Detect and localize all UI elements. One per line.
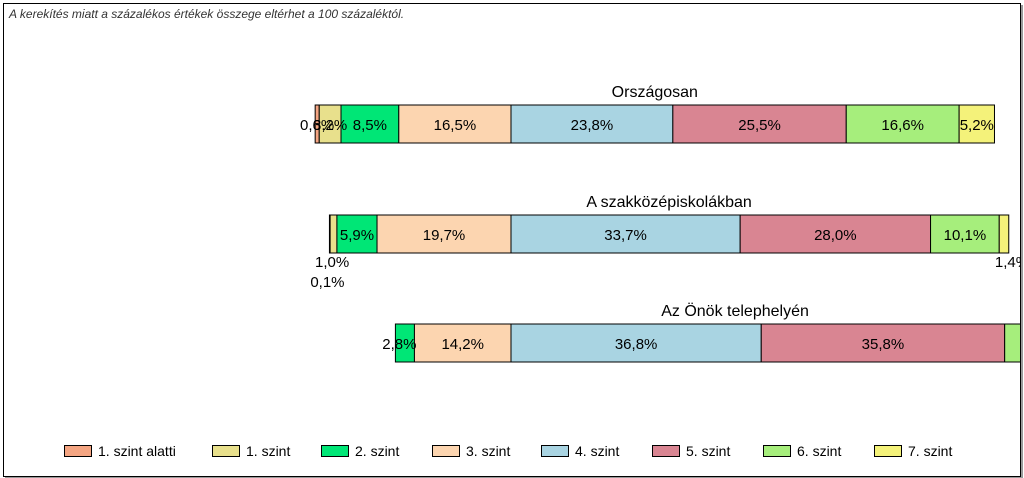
data-label: 1,0%	[315, 254, 349, 271]
bar-segment	[340, 104, 400, 144]
legend-label: 1. szint	[246, 443, 291, 459]
group-title: Országosan	[612, 84, 698, 101]
data-label: 19,7%	[423, 227, 466, 244]
legend-swatch	[541, 445, 569, 457]
legend-label: 2. szint	[355, 443, 400, 459]
data-label: 36,8%	[615, 336, 658, 353]
bar-segment	[930, 214, 1000, 254]
bar-segment	[845, 104, 960, 144]
legend-label: 4. szint	[575, 443, 620, 459]
bar-segment	[739, 214, 932, 254]
legend-item: 3. szint	[432, 441, 510, 461]
group-title: Az Önök telephelyén	[661, 302, 809, 320]
bar-segment	[510, 214, 741, 254]
bar-segment	[329, 214, 338, 254]
data-label: 14,2%	[441, 336, 484, 353]
data-label: 5,9%	[340, 227, 374, 244]
bar-segment	[413, 323, 512, 363]
data-label: 16,5%	[434, 117, 477, 134]
stacked-bar-chart: Országosan 0,6%3,2% 8,5% 16,5% 23,8% 25,5% 16,…	[300, 84, 1020, 363]
bar-segment	[376, 214, 512, 254]
bar-segment	[510, 104, 674, 144]
data-label: 25,5%	[738, 117, 781, 134]
legend-label: 7. szint	[908, 443, 953, 459]
legend-label: 3. szint	[466, 443, 511, 459]
legend-item: 4. szint	[541, 441, 619, 461]
legend-label: 5. szint	[686, 443, 731, 459]
legend-item: 1. szint	[212, 441, 290, 461]
legend-item: 2. szint	[321, 441, 399, 461]
data-label: 23,8%	[571, 117, 614, 134]
data-label: 28,0%	[814, 227, 857, 244]
legend-swatch	[652, 445, 680, 457]
data-label: 5,2%	[960, 117, 994, 134]
legend-swatch	[64, 445, 92, 457]
legend-item: 1. szint alatti	[64, 441, 176, 461]
bar-segment	[336, 214, 378, 254]
chart-frame: A kerekítés miatt a százalékos értékek ö…	[3, 3, 1021, 477]
bar-segment	[398, 104, 512, 144]
data-label: 2,8%	[382, 336, 416, 353]
data-label: 16,6%	[881, 117, 924, 134]
legend-label: 1. szint alatti	[98, 443, 176, 459]
legend-swatch	[874, 445, 902, 457]
data-label: 1,4%	[995, 254, 1020, 271]
legend-swatch	[432, 445, 460, 457]
group-title: A szakközépiskolákban	[586, 194, 751, 211]
bar-segment	[1004, 323, 1020, 363]
legend-swatch	[763, 445, 791, 457]
legend-label: 6. szint	[797, 443, 842, 459]
bar-segment	[958, 104, 995, 144]
data-label: 0,1%	[310, 274, 344, 291]
bar-segment	[998, 214, 1010, 254]
legend-item: 7. szint	[874, 441, 952, 461]
legend: 1. szint alatti 1. szint 2. szint 3. szint 4…	[64, 441, 964, 461]
legend-swatch	[321, 445, 349, 457]
legend-swatch	[212, 445, 240, 457]
legend-item: 6. szint	[763, 441, 841, 461]
data-label: 33,7%	[604, 227, 647, 244]
legend-item: 5. szint	[652, 441, 730, 461]
data-label: 0,6%	[300, 117, 334, 134]
data-label: 10,1%	[944, 227, 987, 244]
rounding-note: A kerekítés miatt a százalékos értékek ö…	[9, 7, 405, 21]
data-label: 35,8%	[862, 336, 905, 353]
data-label: 8,5%	[353, 117, 387, 134]
data-label: 3,2%	[313, 117, 347, 134]
